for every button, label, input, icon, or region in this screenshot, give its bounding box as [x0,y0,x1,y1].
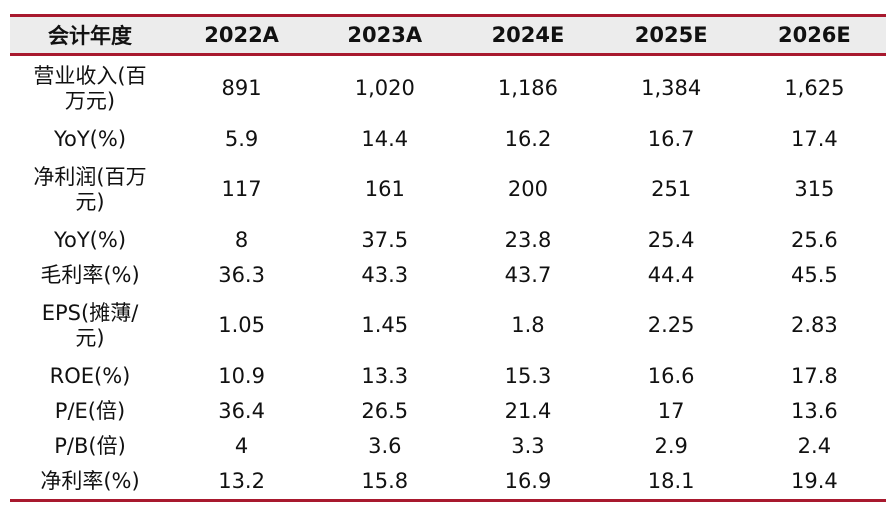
row-label-line: 万元) [64,89,116,113]
row-label: 净利率(%) [10,464,170,499]
table-cell: 25.6 [790,227,838,252]
table-cell: 45.5 [790,262,838,287]
row-label-line: ROE(%) [49,363,131,388]
row-label-line: 净利率(%) [40,468,140,493]
table-cell: 1,384 [641,76,702,101]
table-cell: 4 [234,433,249,458]
table-row: 净利率(%) 13.2 15.8 16.9 18.1 19.4 [10,464,886,499]
table-cell: 2.9 [654,433,688,458]
table-cell: 21.4 [504,398,552,423]
header-fiscal-year: 会计年度 [48,24,132,48]
row-label: ROE(%) [10,359,170,394]
table-cell: 200 [507,177,549,202]
table-body: 营业收入(百 万元) 891 1,020 1,186 1,384 1,625 YoY(%) 5.… [10,55,886,500]
table-cell: 37.5 [361,227,409,252]
table-cell: 5.9 [224,126,259,151]
table-cell: 251 [651,177,692,202]
header-year-3: 2024E [491,23,565,47]
table-row: 毛利率(%) 36.3 43.3 43.7 44.4 45.5 [10,258,886,293]
table-cell: 1,020 [354,76,415,101]
row-label-line: YoY(%) [53,227,127,252]
table-cell: 2.83 [790,313,838,338]
row-label-line: 元) [75,190,105,214]
table-cell: 17 [657,398,685,423]
table-cell: 315 [794,177,835,202]
table-cell: 16.9 [504,468,552,493]
row-label: 毛利率(%) [10,258,170,293]
row-label-line: P/E(倍) [54,398,126,423]
table-cell: 15.8 [361,468,409,493]
row-label-line: 元) [75,326,105,350]
table-cell: 18.1 [647,468,695,493]
table-cell: 16.2 [504,126,552,151]
row-label: 营业收入(百 万元) [10,55,170,123]
table-row: 净利润(百万 元) 117 161 200 251 315 [10,157,886,223]
row-label: 净利润(百万 元) [10,157,170,223]
table-row: ROE(%) 10.9 13.3 15.3 16.6 17.8 [10,359,886,394]
table-cell: 13.2 [218,468,265,493]
table-cell: 43.3 [361,262,409,287]
table-row: P/B(倍) 4 3.6 3.3 2.9 2.4 [10,429,886,464]
table-cell: 43.7 [504,262,552,287]
table-cell: 2.25 [647,313,695,338]
table-cell: 16.7 [647,126,695,151]
table-cell: 10.9 [218,363,265,388]
table-cell: 14.4 [361,126,409,151]
table-cell: 3.6 [368,433,402,458]
table-cell: 8 [234,227,249,252]
financial-forecast-table: 会计年度 2022A 2023A 2024E 2025E 2026E 营业收入(百 万元) 8… [10,14,886,499]
table-cell: 17.8 [790,363,838,388]
table-cell: 25.4 [647,227,695,252]
row-label-line: YoY(%) [53,126,127,151]
table-cell: 1.05 [218,313,265,338]
table-cell: 13.6 [790,398,838,423]
table-cell: 44.4 [647,262,695,287]
row-label-line: EPS(摊薄/ [41,300,139,325]
table-cell: 1.45 [361,313,409,338]
header-year-5: 2026E [777,23,851,47]
row-label: P/B(倍) [10,429,170,464]
table-header-row: 会计年度 2022A 2023A 2024E 2025E 2026E [10,15,886,55]
table-row: YoY(%) 8 37.5 23.8 25.4 25.6 [10,223,886,258]
row-label-line: P/B(倍) [54,433,126,458]
table-cell: 16.6 [647,363,695,388]
table-row: 营业收入(百 万元) 891 1,020 1,186 1,384 1,625 [10,55,886,123]
table-row: EPS(摊薄/元) 1.05 1.45 1.8 2.25 2.83 [10,293,886,359]
table-cell: 3.3 [511,433,545,458]
header-year-4: 2025E [634,23,708,47]
table-cell: 1.8 [511,313,545,338]
header-year-2: 2023A [347,23,423,47]
financial-forecast-table-container: 会计年度 2022A 2023A 2024E 2025E 2026E 营业收入(百 万元) 8… [10,14,886,502]
row-label: YoY(%) [10,223,170,258]
table-cell: 17.4 [790,126,838,151]
row-label: P/E(倍) [10,394,170,429]
row-label-line: 净利润(百万 [33,164,147,189]
table-cell: 26.5 [361,398,409,423]
row-label-line: 营业收入(百 [33,63,147,88]
table-cell: 161 [364,177,405,202]
header-year-1: 2022A [204,23,279,47]
table-row: YoY(%) 5.9 14.4 16.2 16.7 17.4 [10,122,886,157]
table-cell: 117 [221,177,262,202]
table-cell: 19.4 [790,468,838,493]
table-cell: 15.3 [504,363,552,388]
row-label-line: 毛利率(%) [40,262,140,287]
table-cell: 36.4 [218,398,265,423]
table-row: P/E(倍) 36.4 26.5 21.4 17 13.6 [10,394,886,429]
table-cell: 1,625 [784,76,845,101]
row-label: EPS(摊薄/元) [10,293,170,359]
table-cell: 23.8 [504,227,552,252]
table-cell: 891 [221,76,262,101]
row-label: YoY(%) [10,122,170,157]
table-cell: 13.3 [361,363,409,388]
table-cell: 36.3 [218,262,265,287]
table-cell: 1,186 [497,76,559,101]
table-cell: 2.4 [797,433,832,458]
